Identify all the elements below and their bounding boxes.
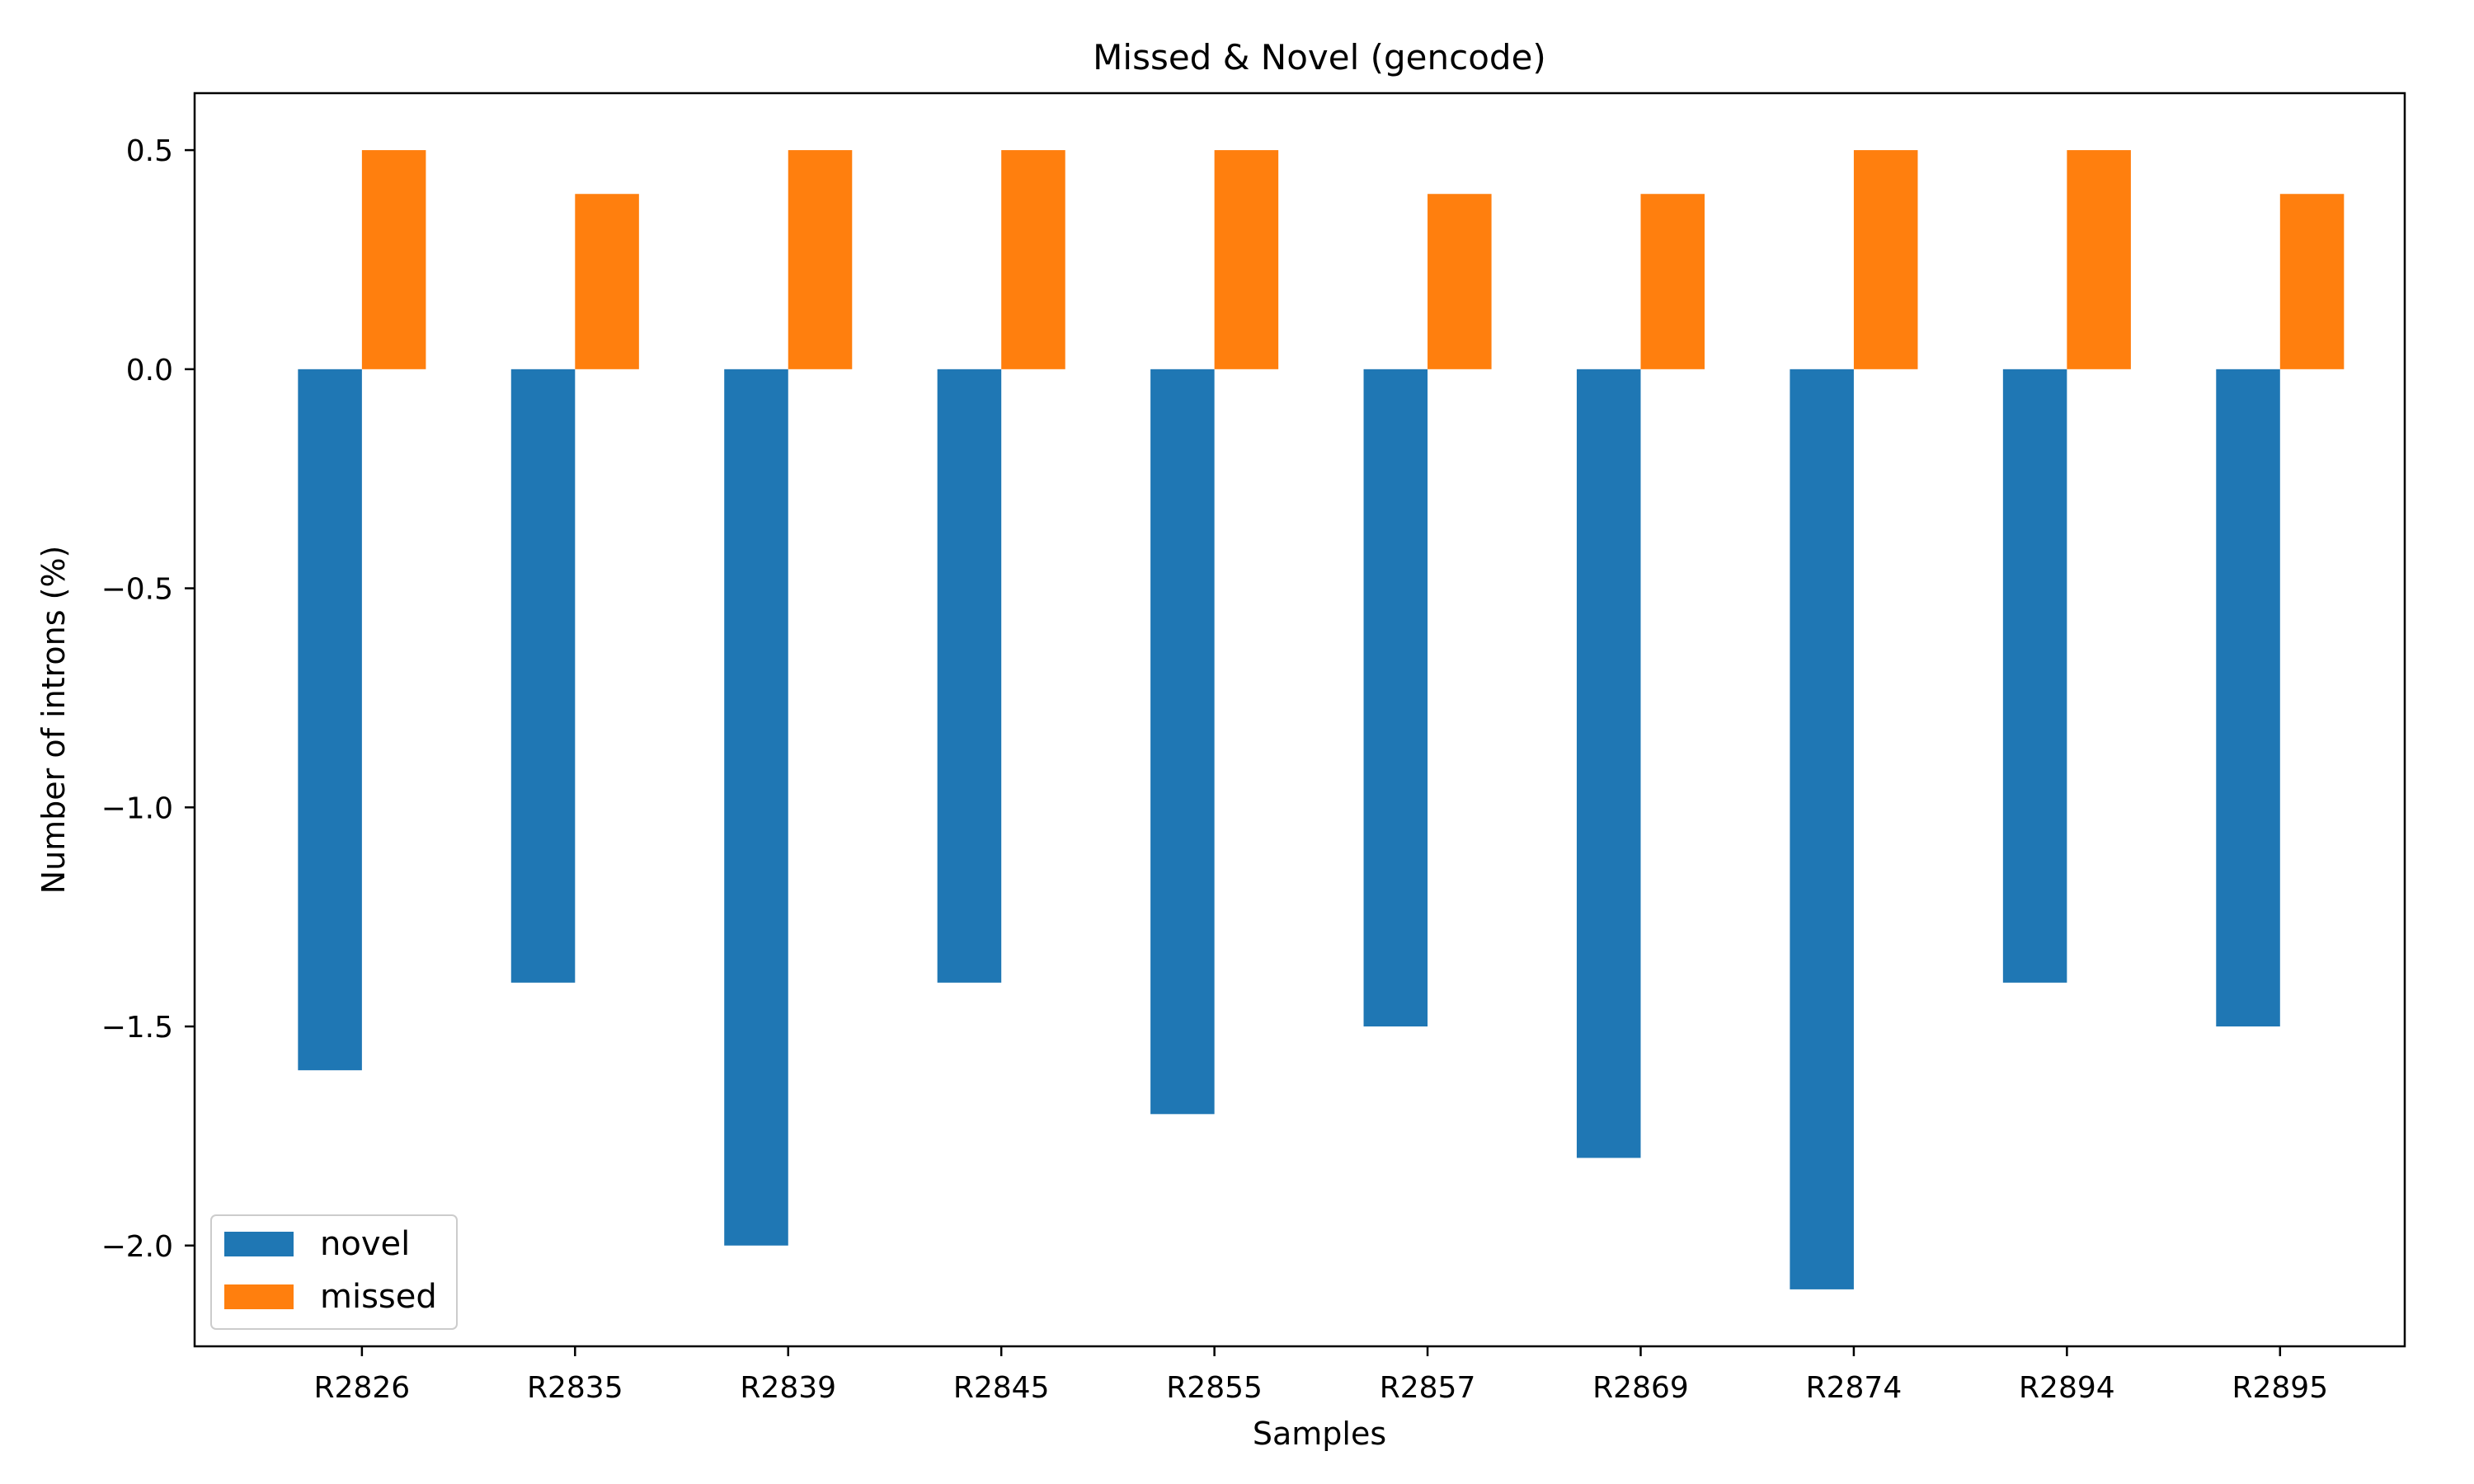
bar-missed-R2857 — [1427, 194, 1492, 369]
x-axis-label: Samples — [1253, 1416, 1386, 1452]
bar-novel-R2874 — [1790, 369, 1854, 1289]
x-tick-label-R2857: R2857 — [1380, 1371, 1476, 1405]
y-tick-label-1: 0.0 — [126, 354, 173, 387]
legend-label-novel: novel — [320, 1225, 410, 1263]
x-tick-label-R2874: R2874 — [1806, 1371, 1903, 1405]
bar-novel-R2895 — [2216, 369, 2280, 1027]
legend-swatch-missed — [224, 1284, 294, 1309]
y-tick-label-3: −1.0 — [101, 791, 173, 825]
x-tick-label-R2845: R2845 — [953, 1371, 1050, 1405]
bar-novel-R2839 — [724, 369, 788, 1246]
x-tick-label-R2894: R2894 — [2019, 1371, 2115, 1405]
bar-missed-R2894 — [2067, 150, 2131, 369]
bar-missed-R2855 — [1214, 150, 1279, 369]
bar-novel-R2845 — [937, 369, 1002, 983]
bar-novel-R2835 — [510, 369, 576, 983]
bar-missed-R2869 — [1640, 194, 1705, 369]
chart-title: Missed & Novel (gencode) — [1093, 37, 1546, 77]
plot-frame — [193, 92, 2406, 1348]
y-tick-label-4: −1.5 — [101, 1011, 173, 1045]
bar-novel-R2855 — [1150, 369, 1215, 1115]
x-axis: R2826 R2835 R2839 R2845 R2855 R2857 R2869 R2874… — [314, 1346, 2328, 1405]
bar-novel-R2894 — [2002, 369, 2067, 983]
x-tick-label-R2835: R2835 — [527, 1371, 623, 1405]
bar-missed-R2845 — [1001, 150, 1065, 369]
x-tick-label-R2839: R2839 — [740, 1371, 836, 1405]
y-tick-label-0: 0.5 — [126, 134, 173, 168]
x-tick-label-R2826: R2826 — [314, 1371, 411, 1405]
x-tick-label-R2855: R2855 — [1166, 1371, 1263, 1405]
x-tick-label-R2869: R2869 — [1592, 1371, 1689, 1405]
y-tick-label-5: −2.0 — [101, 1230, 173, 1264]
bars — [298, 150, 2345, 1289]
bar-novel-R2869 — [1576, 369, 1641, 1158]
y-axis-label: Number of introns (%) — [35, 546, 72, 895]
bar-missed-R2826 — [361, 150, 426, 369]
bar-missed-R2874 — [1853, 150, 1918, 369]
legend-label-missed: missed — [320, 1278, 437, 1316]
y-axis: 0.5 0.0 −0.5 −1.0 −1.5 −2.0 — [101, 134, 195, 1264]
bar-missed-R2839 — [788, 150, 853, 369]
bar-missed-R2895 — [2279, 194, 2345, 369]
bar-missed-R2835 — [575, 194, 639, 369]
y-tick-label-2: −0.5 — [101, 573, 173, 607]
legend: novel missed — [210, 1214, 458, 1330]
bar-novel-R2826 — [298, 369, 362, 1071]
x-tick-label-R2895: R2895 — [2232, 1371, 2328, 1405]
legend-swatch-novel — [224, 1232, 294, 1256]
bar-novel-R2857 — [1363, 369, 1428, 1027]
